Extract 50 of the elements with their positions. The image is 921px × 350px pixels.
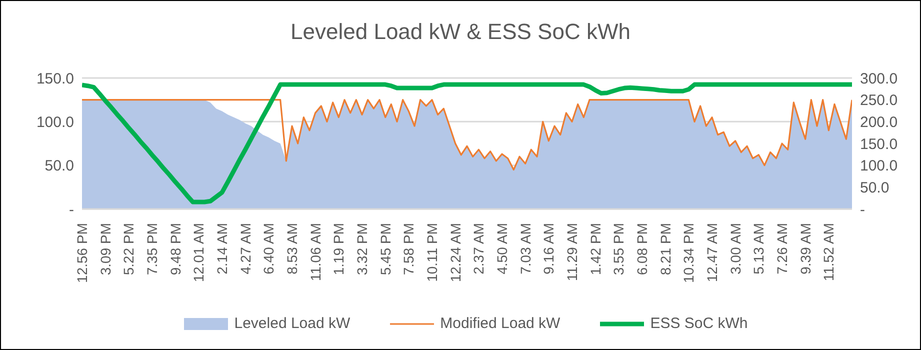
x-tick-label: 10.34 PM [680, 223, 697, 283]
x-tick-label: 12.01 AM [190, 223, 207, 282]
x-tick-label: 7.26 AM [774, 223, 790, 274]
x-tick-label: 3.32 PM [354, 223, 370, 276]
x-tick-label: 10.11 PM [424, 223, 440, 282]
x-tick-label: 12.47 AM [704, 223, 720, 282]
y-tick-label: 150.0 [36, 70, 74, 88]
x-tick-label: 9.48 PM [167, 223, 184, 276]
legend-label: Modified Load kW [439, 315, 560, 332]
x-tick-label: 12.56 PM [74, 223, 90, 283]
x-tick-label: 3.55 PM [610, 223, 627, 276]
x-tick-label: 4.50 AM [494, 223, 510, 274]
y2-tick-label: - [860, 201, 865, 218]
x-tick-label: 6.40 AM [260, 223, 277, 274]
legend-label: ESS SoC kWh [649, 315, 748, 332]
y2-tick-label: 50.0 [860, 179, 890, 196]
chart-title: Leveled Load kW & ESS SoC kWh [290, 19, 632, 45]
x-tick-label: 11.06 AM [307, 223, 324, 282]
y-tick-label: 100.0 [36, 114, 74, 131]
x-tick-label: 3.00 AM [727, 223, 744, 274]
x-tick-label: 12.24 AM [447, 223, 464, 282]
x-tick-label: 7.03 AM [517, 223, 534, 274]
y2-tick-label: 150.0 [860, 136, 898, 153]
x-tick-label: 8.53 AM [284, 223, 300, 274]
y-tick-label: 50.0 [44, 158, 74, 175]
x-tick-label: 11.52 AM [820, 223, 837, 282]
x-tick-label: 7.58 PM [400, 223, 417, 276]
x-tick-label: 4.27 AM [237, 223, 254, 274]
line-series [82, 82, 852, 204]
y2-tick-label: 100.0 [860, 158, 898, 175]
legend-label: Leveled Load kW [233, 315, 350, 332]
x-tick-label: 5.45 PM [377, 223, 394, 276]
y2-tick-label: 250.0 [860, 92, 898, 110]
line-series [82, 99, 852, 170]
x-tick-label: 6.08 PM [634, 223, 650, 276]
x-tick-label: 11.29 AM [564, 223, 580, 282]
x-tick-label: 8.21 PM [657, 223, 674, 276]
x-tick-label: 5.22 PM [120, 223, 137, 276]
x-tick-label: 1.42 PM [587, 223, 604, 276]
y2-tick-label: 300.0 [860, 70, 898, 88]
y-tick-label: - [69, 201, 74, 218]
x-tick-label: 9.16 AM [540, 223, 557, 274]
x-tick-label: 3.09 PM [97, 223, 114, 276]
x-tick-label: 9.39 AM [797, 223, 814, 274]
x-tick-label: 7.35 PM [144, 223, 160, 276]
x-tick-label: 2.14 AM [214, 223, 230, 274]
y2-tick-label: 200.0 [860, 114, 898, 131]
x-tick-label: 1.19 PM [330, 223, 347, 276]
x-tick-label: 2.37 AM [470, 223, 487, 274]
x-tick-label: 5.13 AM [750, 223, 767, 274]
